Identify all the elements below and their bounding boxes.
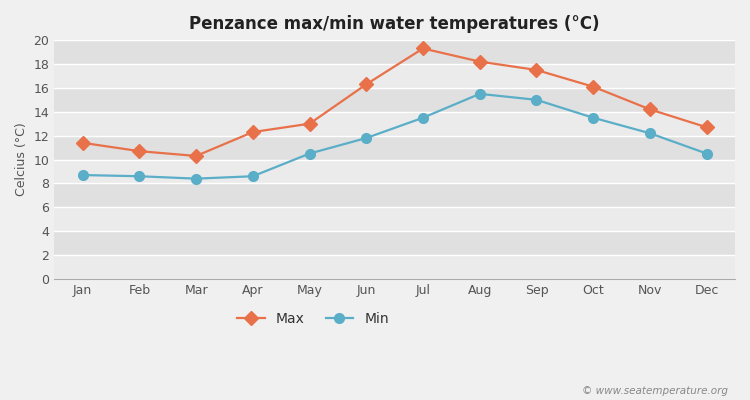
Max — [589, 84, 598, 89]
Line: Max: Max — [78, 44, 712, 161]
Max — [476, 59, 484, 64]
Bar — [54, 112, 735, 136]
Min — [135, 174, 144, 179]
Max — [305, 121, 314, 126]
Min — [532, 98, 541, 102]
Min — [702, 151, 711, 156]
Min — [305, 151, 314, 156]
Bar — [54, 40, 735, 64]
Max — [78, 140, 87, 145]
Min — [476, 92, 484, 96]
Line: Min: Min — [78, 89, 712, 184]
Bar — [54, 231, 735, 255]
Max — [248, 130, 257, 134]
Max — [646, 107, 655, 112]
Bar — [54, 207, 735, 231]
Max — [702, 125, 711, 130]
Bar — [54, 64, 735, 88]
Bar — [54, 184, 735, 207]
Y-axis label: Celcius (°C): Celcius (°C) — [15, 123, 28, 196]
Min — [362, 136, 370, 140]
Text: © www.seatemperature.org: © www.seatemperature.org — [581, 386, 728, 396]
Min — [191, 176, 200, 181]
Min — [78, 173, 87, 178]
Bar — [54, 136, 735, 160]
Max — [419, 46, 428, 51]
Bar — [54, 255, 735, 279]
Max — [191, 154, 200, 158]
Bar — [54, 88, 735, 112]
Min — [419, 115, 428, 120]
Min — [646, 131, 655, 136]
Max — [135, 149, 144, 154]
Title: Penzance max/min water temperatures (°C): Penzance max/min water temperatures (°C) — [190, 15, 600, 33]
Max — [362, 82, 370, 87]
Min — [589, 115, 598, 120]
Bar — [54, 160, 735, 184]
Max — [532, 68, 541, 72]
Legend: Max, Min: Max, Min — [231, 306, 394, 332]
Min — [248, 174, 257, 179]
